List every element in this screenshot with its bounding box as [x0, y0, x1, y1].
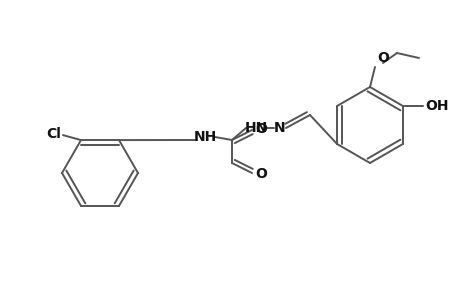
- Text: NH: NH: [193, 130, 216, 144]
- Text: OH: OH: [424, 99, 448, 113]
- Text: HN: HN: [244, 121, 267, 135]
- Text: Cl: Cl: [46, 127, 61, 141]
- Text: O: O: [376, 51, 388, 65]
- Text: O: O: [254, 122, 266, 136]
- Text: N: N: [274, 121, 285, 135]
- Text: O: O: [254, 167, 266, 181]
